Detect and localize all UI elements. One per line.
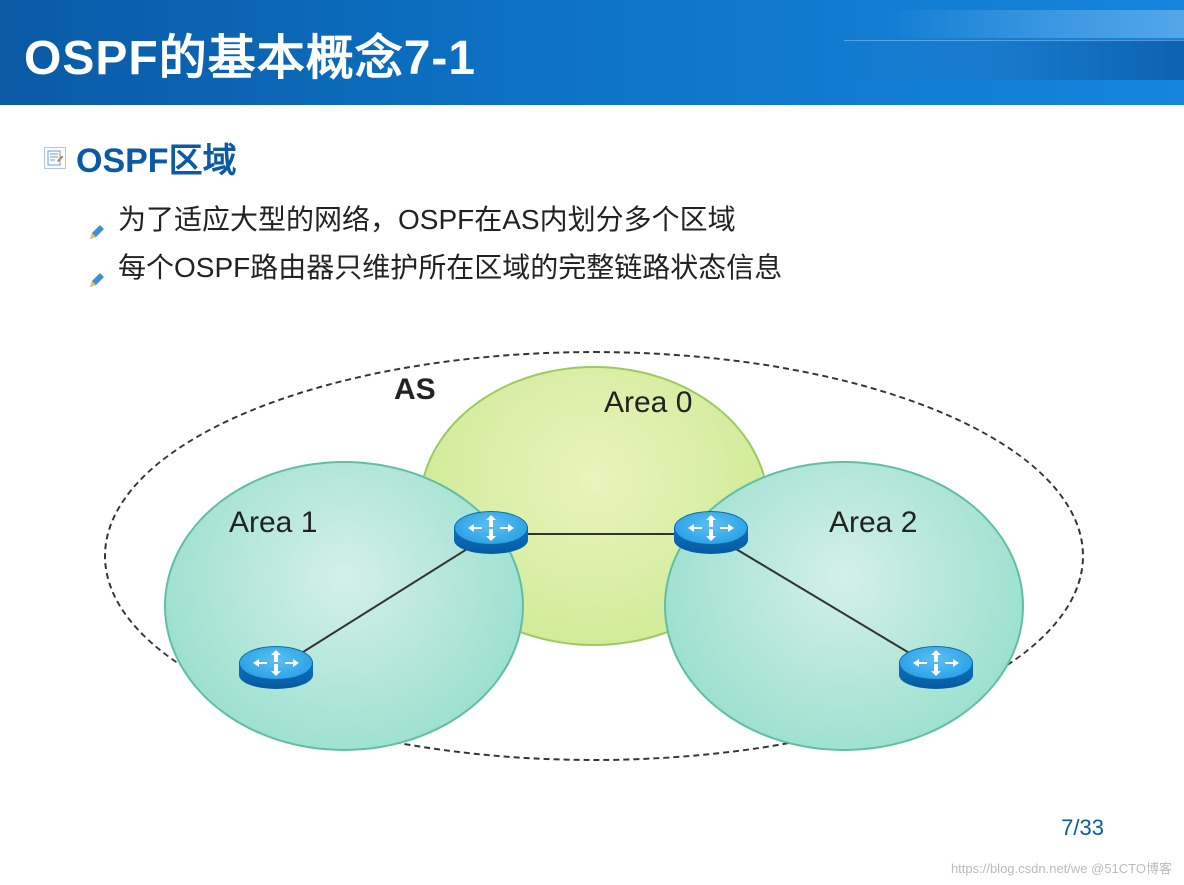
bullet-text: 为了适应大型的网络，OSPF在AS内划分多个区域 bbox=[118, 196, 736, 244]
page-number: 7/33 bbox=[1061, 815, 1104, 841]
as-label: AS bbox=[394, 373, 436, 407]
section-heading: OSPF区域 bbox=[44, 133, 1144, 182]
router-icon bbox=[239, 646, 313, 700]
router-icon bbox=[454, 511, 528, 565]
slide-header: OSPF的基本概念7-1 bbox=[0, 0, 1184, 105]
watermark: https://blog.csdn.net/we @51CTO博客 bbox=[951, 858, 1172, 877]
area0-label: Area 0 bbox=[604, 386, 692, 420]
bullet-item: 每个OSPF路由器只维护所在区域的完整链路状态信息 bbox=[88, 244, 1144, 292]
pencil-icon bbox=[88, 256, 106, 274]
area2-ellipse bbox=[664, 461, 1024, 751]
bullet-text: 每个OSPF路由器只维护所在区域的完整链路状态信息 bbox=[118, 244, 782, 292]
bullet-item: 为了适应大型的网络，OSPF在AS内划分多个区域 bbox=[88, 196, 1144, 244]
bullet-list: 为了适应大型的网络，OSPF在AS内划分多个区域 每个OSPF路由器只维护所在区… bbox=[44, 196, 1144, 291]
note-icon bbox=[44, 147, 66, 169]
header-decoration bbox=[844, 40, 1184, 80]
header-decoration bbox=[884, 10, 1184, 38]
section-title: OSPF区域 bbox=[76, 133, 237, 182]
router-icon bbox=[899, 646, 973, 700]
area2-label: Area 2 bbox=[829, 506, 917, 540]
area1-ellipse bbox=[164, 461, 524, 751]
area1-label: Area 1 bbox=[229, 506, 317, 540]
slide-body: OSPF区域 为了适应大型的网络，OSPF在AS内划分多个区域 每个OSPF路由… bbox=[0, 105, 1184, 791]
router-icon bbox=[674, 511, 748, 565]
pencil-icon bbox=[88, 208, 106, 226]
ospf-area-diagram: AS Area 0 Area 1 Area 2 bbox=[94, 331, 1094, 791]
slide-title: OSPF的基本概念7-1 bbox=[24, 18, 476, 88]
